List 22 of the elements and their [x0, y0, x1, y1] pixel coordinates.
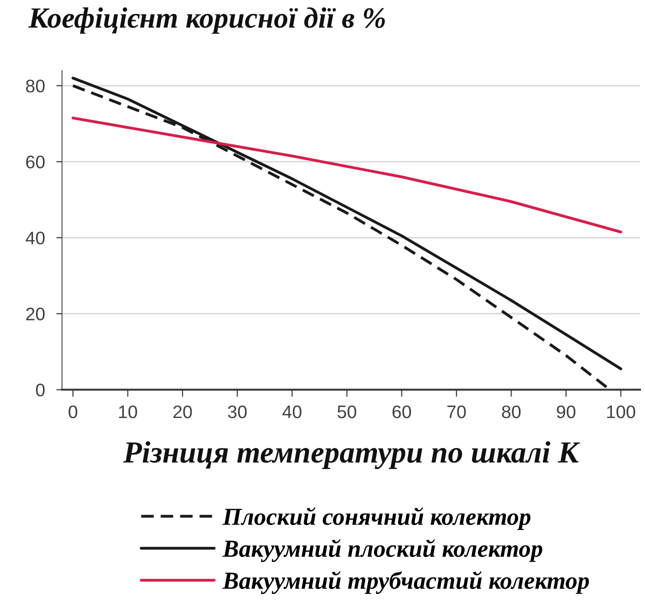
x-tick-label: 30 [228, 405, 247, 418]
y-tick-label: 20 [26, 308, 45, 320]
x-tick-label: 100 [607, 405, 636, 418]
y-axis-title: Коефіцієнт корисної дії в % [28, 7, 385, 34]
x-tick-label: 70 [447, 405, 466, 418]
legend-label: Вакуумний трубчастий колектор [222, 571, 589, 594]
legend-label: Вакуумний плоский колектор [222, 539, 542, 562]
x-tick-label: 90 [556, 405, 576, 418]
x-tick-label: 50 [338, 405, 356, 418]
y-tick-label: 80 [26, 80, 45, 92]
x-tick-label: 10 [119, 405, 138, 418]
x-tick-label: 60 [392, 405, 412, 418]
y-tick-label: 60 [26, 156, 45, 168]
y-tick-label: 0 [36, 384, 45, 396]
line-series [72, 116, 622, 234]
x-tick-label: 40 [282, 405, 302, 418]
x-tick-label: 80 [502, 405, 521, 418]
y-tick-label: 40 [26, 232, 45, 244]
x-tick-label: 20 [173, 405, 192, 418]
x-tick-label: 0 [68, 405, 78, 418]
x-axis-title: Різниця температури по шкалі К [123, 441, 580, 470]
legend-label: Плоский сонячний колектор [222, 507, 530, 530]
